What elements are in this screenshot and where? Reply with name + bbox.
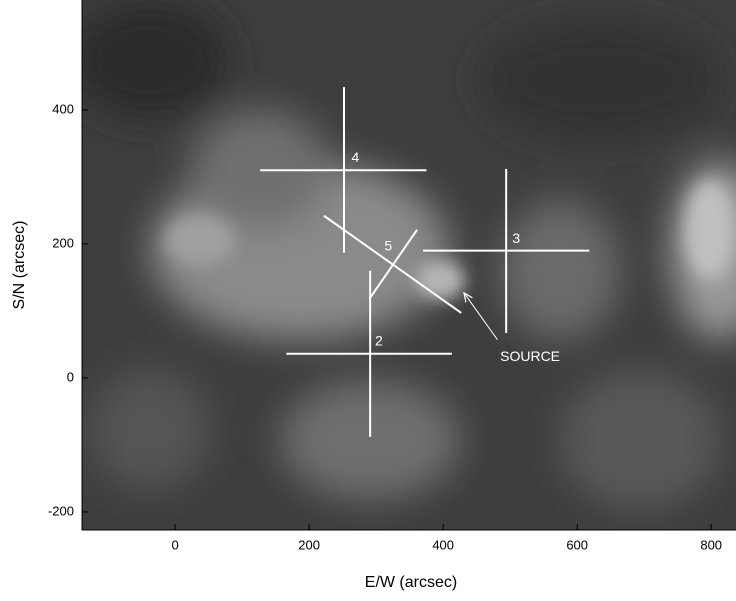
x-tick-label: 800 xyxy=(700,537,722,552)
solar-image xyxy=(70,0,736,530)
x-tick-label: 200 xyxy=(298,537,320,552)
figure: E/W (arcsec) S/N (arcsec) 0 200 400 600 800 -… xyxy=(0,0,736,601)
marker-label: 4 xyxy=(351,149,359,165)
y-tick-label: 200 xyxy=(52,235,74,250)
y-tick-label: -200 xyxy=(48,503,74,518)
annotation-text: SOURCE xyxy=(500,348,560,364)
y-tick-label: 0 xyxy=(67,369,74,384)
y-tick-label: 400 xyxy=(52,101,74,116)
marker-label: 2 xyxy=(375,332,383,348)
x-tick-label: 400 xyxy=(432,537,454,552)
marker-label: 3 xyxy=(512,230,520,246)
page: {"chart_data": {"type": "image", "xlabel… xyxy=(0,0,736,601)
x-axis-label: E/W (arcsec) xyxy=(365,574,457,591)
marker-label: 5 xyxy=(384,237,392,253)
x-tick-label: 600 xyxy=(566,537,588,552)
x-tick-label: 0 xyxy=(172,537,179,552)
y-axis-label: S/N (arcsec) xyxy=(11,221,28,310)
